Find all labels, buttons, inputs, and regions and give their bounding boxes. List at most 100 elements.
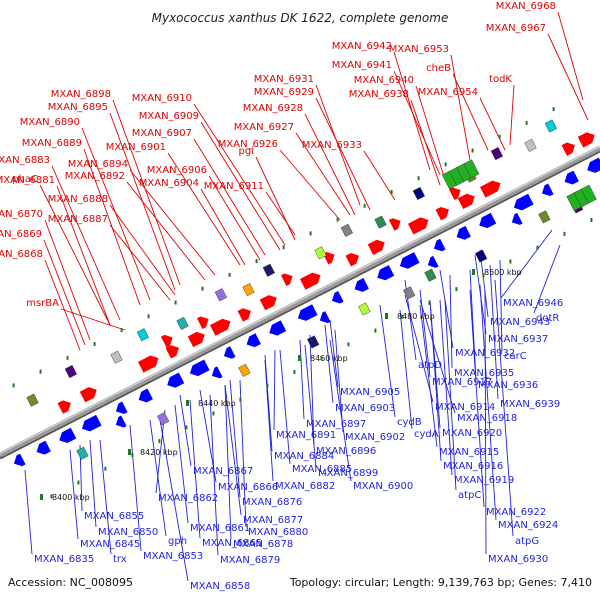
operon-block[interactable] [463,159,480,179]
reverse-gene-arrow[interactable] [425,255,439,271]
gene-label[interactable]: MXAN_6897 [306,419,366,430]
gene-label[interactable]: MXAN_6853 [143,551,203,562]
gene-label[interactable]: MXAN_6879 [220,555,280,566]
gene-label[interactable]: MXAN_6907 [132,128,192,139]
gene-label[interactable]: cydB [397,417,422,428]
gene-label[interactable]: MXAN_6938 [349,89,409,100]
feature-box[interactable] [544,119,557,133]
feature-box[interactable] [238,363,251,377]
forward-gene-arrow[interactable] [196,314,211,329]
gene-label[interactable]: MXAN_6905 [340,387,400,398]
gene-label[interactable]: MXAN_6888 [48,194,108,205]
gene-label[interactable]: MXAN_6926 [218,139,278,150]
gene-label[interactable]: MXAN_6861 [190,523,250,534]
forward-gene-arrow[interactable] [165,342,182,359]
reverse-gene-arrow[interactable] [34,440,51,458]
gene-label[interactable]: MXAN_6922 [486,507,546,518]
feature-box[interactable] [64,365,77,379]
feature-box[interactable] [76,446,89,460]
reverse-gene-arrow[interactable] [57,427,77,446]
gene-label[interactable]: MXAN_6855 [84,511,144,522]
gene-label[interactable]: MXAN_6895 [48,102,108,113]
gene-label[interactable]: dotR [536,313,559,324]
gene-label[interactable]: MXAN_6930 [488,554,548,565]
gene-label[interactable]: atpG [515,536,539,547]
gene-label[interactable]: MXAN_6935 [454,368,514,379]
reverse-gene-arrow[interactable] [562,170,579,188]
gene-label[interactable]: atpC [458,490,481,501]
feature-box[interactable] [403,286,416,300]
gene-label[interactable]: MXAN_6968 [496,1,556,12]
reverse-gene-arrow[interactable] [352,278,369,295]
forward-gene-arrow[interactable] [57,398,74,414]
gene-label[interactable]: MXAN_6862 [158,493,218,504]
reverse-gene-arrow[interactable] [509,212,523,228]
feature-box[interactable] [136,328,149,342]
gene-label[interactable]: cheB [426,63,451,74]
forward-gene-arrow[interactable] [137,353,161,373]
reverse-gene-arrow[interactable] [477,212,497,231]
reverse-gene-arrow[interactable] [136,388,153,406]
gene-label[interactable]: MXAN_6933 [302,140,362,151]
gene-label[interactable]: MXAN_6920 [442,428,502,439]
gene-label[interactable]: MXAN_6868 [0,249,43,260]
feature-box[interactable] [340,223,353,237]
gene-label[interactable]: MXAN_6919 [454,475,514,486]
reverse-gene-arrow[interactable] [295,304,318,323]
gene-label[interactable]: MXAN_6927 [234,122,294,133]
gene-label[interactable]: MXAN_6890 [20,117,80,128]
feature-box[interactable] [475,249,488,263]
gene-label[interactable]: MXAN_6932 [455,348,515,359]
bottom-gene-labels[interactable]: MXAN_6946dotRMXAN_6943MXAN_6937carCMXAN_… [34,298,563,592]
gene-label[interactable]: MXAN_6909 [139,111,199,122]
reverse-gene-arrow[interactable] [454,225,471,243]
forward-gene-arrow[interactable] [407,215,431,235]
gene-label[interactable]: atpD [418,360,442,371]
gene-label[interactable]: MXAN_6954 [418,87,478,98]
forward-gene-arrow[interactable] [457,191,478,209]
feature-box[interactable] [157,412,170,426]
reverse-gene-arrow[interactable] [267,320,287,338]
feature-box[interactable] [314,246,327,260]
gene-label[interactable]: MXAN_6906 [147,165,207,176]
forward-gene-arrow[interactable] [479,178,503,198]
gene-label[interactable]: MXAN_6937 [488,334,548,345]
gene-label[interactable]: todK [489,74,512,85]
gene-label[interactable]: MXAN_6911 [204,181,264,192]
reverse-gene-arrow[interactable] [431,238,446,254]
reverse-gene-arrow[interactable] [113,401,128,417]
gene-label[interactable]: MXAN_6916 [443,461,503,472]
gene-label[interactable]: pgi [239,146,254,157]
gene-label[interactable]: msrBA [26,298,59,309]
reverse-gene-arrow[interactable] [375,265,395,283]
gene-label[interactable]: MXAN_6936 [478,380,538,391]
feature-box[interactable] [374,215,387,229]
gene-label[interactable]: MXAN_6889 [22,138,82,149]
gene-label[interactable]: MXAN_6900 [353,481,413,492]
feature-box[interactable] [358,302,371,316]
gene-label[interactable]: MXAN_6929 [254,87,314,98]
feature-box[interactable] [538,210,551,224]
gene-label[interactable]: MXAN_6891 [276,430,336,441]
gene-label[interactable]: MXAN_6943 [490,317,550,328]
gene-label[interactable]: MXAN_6924 [498,520,558,531]
reverse-gene-arrow[interactable] [397,252,420,271]
feature-box[interactable] [412,186,425,201]
gene-label[interactable]: MXAN_6898 [51,89,111,100]
forward-gene-arrow[interactable] [561,140,578,156]
gene-label[interactable]: cydA [414,429,439,440]
gene-label[interactable]: MXAN_6850 [98,527,158,538]
forward-gene-arrow[interactable] [448,185,463,201]
gene-label[interactable]: MXAN_6941 [332,60,392,71]
forward-gene-arrow[interactable] [299,270,323,290]
reverse-gene-arrow[interactable] [209,366,223,381]
gene-label[interactable]: MXAN_6865 [202,538,262,549]
feature-box[interactable] [490,147,503,161]
gene-label[interactable]: MXAN_6896 [316,446,376,457]
gene-label[interactable]: MXAN_6939 [500,399,560,410]
gene-label[interactable]: carC [504,351,527,362]
feature-box[interactable] [26,393,39,407]
gene-label[interactable]: MXAN_6953 [389,44,449,55]
gene-label[interactable]: MXAN_6887 [48,214,108,225]
